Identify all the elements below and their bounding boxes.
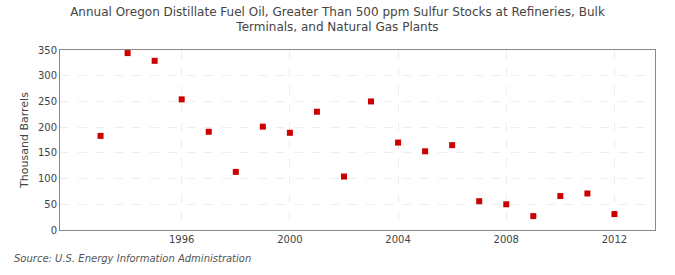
svg-text:Source: U.S. Energy Informatio: Source: U.S. Energy Information Administ… — [14, 253, 251, 264]
svg-text:2004: 2004 — [385, 234, 410, 245]
svg-text:200: 200 — [38, 122, 57, 133]
svg-text:Annual Oregon Distillate Fuel: Annual Oregon Distillate Fuel Oil, Great… — [70, 5, 605, 35]
svg-text:2000: 2000 — [277, 234, 302, 245]
svg-text:250: 250 — [38, 96, 57, 107]
svg-text:1996: 1996 — [169, 234, 194, 245]
svg-text:0: 0 — [51, 225, 57, 236]
svg-text:350: 350 — [38, 45, 57, 56]
svg-text:2008: 2008 — [494, 234, 519, 245]
svg-text:2012: 2012 — [602, 234, 627, 245]
svg-text:100: 100 — [38, 173, 57, 184]
svg-text:150: 150 — [38, 147, 57, 158]
svg-text:Thousand Barrels: Thousand Barrels — [18, 92, 31, 189]
svg-text:300: 300 — [38, 70, 57, 81]
svg-text:50: 50 — [44, 199, 57, 210]
